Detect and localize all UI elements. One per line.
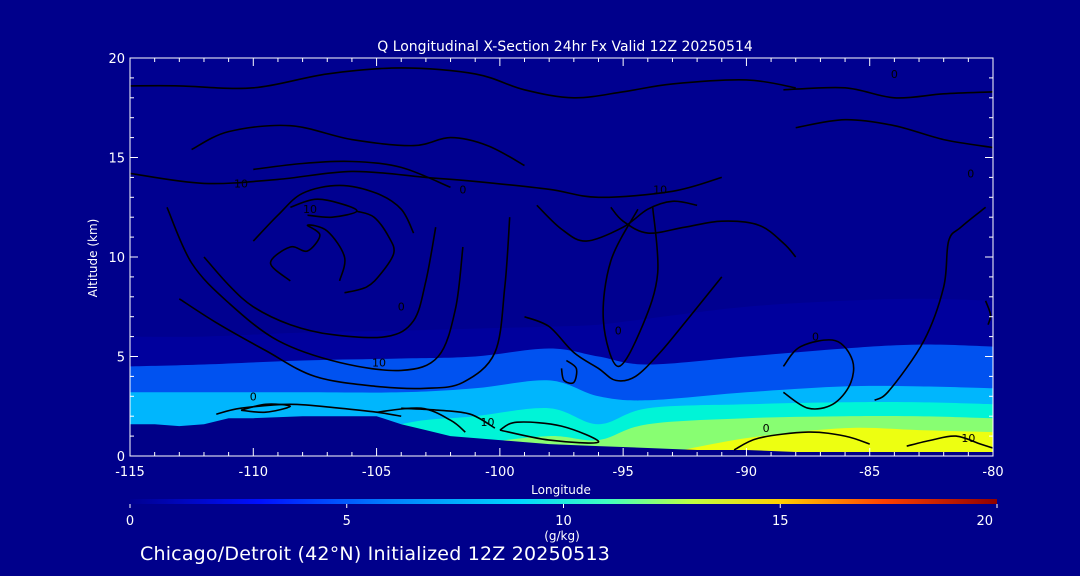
contour-line-10 bbox=[203, 227, 437, 339]
x-tick-label-3: -100 bbox=[485, 465, 515, 480]
contour-line-0 bbox=[130, 67, 796, 99]
contour-line-2 bbox=[795, 118, 993, 149]
contour-label-1: 10 bbox=[303, 203, 317, 216]
contour-line-20 bbox=[782, 339, 855, 410]
contour-label-6: 0 bbox=[398, 301, 405, 314]
colorbar-ticks: 0 5 10 15 20 bbox=[126, 504, 998, 529]
contour-label-7: 0 bbox=[812, 331, 819, 344]
x-tick-label-2: -105 bbox=[362, 465, 392, 480]
contour-line-5 bbox=[253, 160, 451, 189]
contour-line-21 bbox=[874, 206, 987, 402]
y-axis-label: Altitude (km) bbox=[86, 219, 100, 298]
x-tick-label-7: -80 bbox=[982, 465, 1003, 480]
contour-label-12: 0 bbox=[763, 422, 770, 435]
contour-line-22 bbox=[984, 300, 992, 325]
contour-line-23 bbox=[401, 407, 496, 429]
contour-label-4: 0 bbox=[891, 68, 898, 81]
colorbar-tick-label-1: 5 bbox=[343, 514, 351, 529]
contour-line-9 bbox=[344, 210, 395, 294]
contour-line-1 bbox=[783, 86, 993, 99]
contour-line-7 bbox=[290, 198, 358, 219]
axis-ticks bbox=[129, 57, 994, 457]
y-tick-label-2: 10 bbox=[108, 251, 125, 266]
contour-line-19 bbox=[560, 359, 578, 385]
colorbar-tick-label-2: 10 bbox=[555, 514, 572, 529]
terrain bbox=[130, 416, 993, 456]
colorbar-tick-label-3: 15 bbox=[772, 514, 789, 529]
contour-label-0: 10 bbox=[234, 177, 248, 190]
x-tick-labels: -115 -110 -105 -100 -95 -90 -85 -80 bbox=[115, 465, 1003, 480]
contour-line-18 bbox=[524, 276, 723, 382]
contour-line-15 bbox=[536, 200, 698, 242]
contour-line-25 bbox=[499, 421, 600, 444]
colorbar-tick-label-0: 0 bbox=[126, 514, 134, 529]
colorbar bbox=[130, 499, 997, 504]
y-tick-label-0: 0 bbox=[117, 450, 125, 465]
y-tick-label-3: 15 bbox=[108, 152, 125, 167]
contour-label-5: 0 bbox=[967, 167, 974, 180]
contour-line-24 bbox=[376, 407, 466, 433]
x-tick-label-4: -95 bbox=[613, 465, 634, 480]
chart-title: Q Longitudinal X-Section 24hr Fx Valid 1… bbox=[377, 39, 753, 55]
contour-line-8 bbox=[269, 224, 346, 282]
contour-label-11: 10 bbox=[481, 416, 495, 429]
contour-label-2: 0 bbox=[459, 183, 466, 196]
contour-line-12 bbox=[178, 217, 511, 390]
x-tick-label-5: -90 bbox=[736, 465, 757, 480]
contour-label-3: 10 bbox=[653, 183, 667, 196]
contour-line-16 bbox=[610, 206, 797, 258]
x-axis-label: Longitude bbox=[531, 483, 591, 497]
x-tick-label-6: -85 bbox=[859, 465, 880, 480]
x-tick-label-0: -115 bbox=[115, 465, 145, 480]
contour-label-10: 0 bbox=[250, 390, 257, 403]
y-tick-label-4: 20 bbox=[108, 52, 125, 67]
contour-line-27 bbox=[906, 435, 993, 449]
contour-line-4 bbox=[191, 124, 525, 167]
contour-line-11 bbox=[166, 206, 464, 372]
contour-label-13: 10 bbox=[961, 432, 975, 445]
contour-label-8: 10 bbox=[372, 356, 386, 369]
colorbar-tick-label-4: 20 bbox=[976, 514, 993, 529]
contour-label-9: 0 bbox=[615, 325, 622, 338]
footer-caption: Chicago/Detroit (42°N) Initialized 12Z 2… bbox=[140, 543, 611, 565]
contour-labels: 10 10 0 10 0 0 0 0 10 0 0 10 0 10 bbox=[234, 68, 975, 445]
contour-lines bbox=[130, 67, 993, 451]
y-tick-label-1: 5 bbox=[117, 351, 125, 366]
contour-line-26 bbox=[733, 431, 870, 451]
x-tick-label-1: -110 bbox=[239, 465, 269, 480]
contour-line-3 bbox=[130, 170, 723, 199]
colorbar-label: (g/kg) bbox=[544, 529, 580, 543]
y-tick-labels: 0 5 10 15 20 bbox=[108, 52, 125, 465]
contour-line-6 bbox=[252, 184, 415, 242]
contour-line-14 bbox=[240, 403, 292, 414]
terrain-fill bbox=[130, 416, 993, 456]
contour-line-17 bbox=[602, 207, 659, 368]
